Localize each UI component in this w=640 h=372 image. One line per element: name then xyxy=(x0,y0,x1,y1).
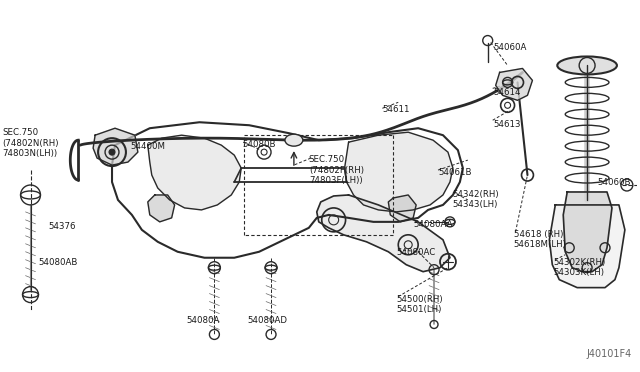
Ellipse shape xyxy=(285,134,303,146)
Circle shape xyxy=(109,149,115,155)
Text: J40101F4: J40101F4 xyxy=(587,349,632,359)
Text: 54080B: 54080B xyxy=(242,140,276,149)
Text: 54080AB: 54080AB xyxy=(38,258,78,267)
Text: 54500(RH)
54501(LH): 54500(RH) 54501(LH) xyxy=(396,295,443,314)
Polygon shape xyxy=(148,135,241,210)
Polygon shape xyxy=(563,192,612,272)
Polygon shape xyxy=(495,68,532,100)
Polygon shape xyxy=(148,195,175,222)
Text: 54061B: 54061B xyxy=(438,168,472,177)
Text: 54618 (RH)
54618M(LH): 54618 (RH) 54618M(LH) xyxy=(513,230,566,249)
Text: 54080A: 54080A xyxy=(186,315,220,324)
Text: 54080AC: 54080AC xyxy=(396,248,436,257)
Text: 54400M: 54400M xyxy=(130,142,165,151)
Text: 54614: 54614 xyxy=(493,89,521,97)
Text: 54613: 54613 xyxy=(493,120,521,129)
Text: 54080AA: 54080AA xyxy=(413,220,452,229)
Text: SEC.750
(74802F(RH)
74803F(LH)): SEC.750 (74802F(RH) 74803F(LH)) xyxy=(309,155,364,185)
Polygon shape xyxy=(317,195,450,272)
Text: 54060B: 54060B xyxy=(597,178,630,187)
Polygon shape xyxy=(388,195,416,222)
Text: 54611: 54611 xyxy=(382,105,410,114)
Text: SEC.750
(74802N(RH)
74803N(LH)): SEC.750 (74802N(RH) 74803N(LH)) xyxy=(3,128,59,158)
Text: 54342(RH)
54343(LH): 54342(RH) 54343(LH) xyxy=(452,190,499,209)
Polygon shape xyxy=(344,132,453,212)
Polygon shape xyxy=(549,205,625,288)
Text: 54302K(RH)
54303K(LH): 54302K(RH) 54303K(LH) xyxy=(554,258,605,277)
Polygon shape xyxy=(93,128,138,165)
Ellipse shape xyxy=(557,57,617,74)
Text: 54060A: 54060A xyxy=(493,42,527,52)
Text: 54080AD: 54080AD xyxy=(247,315,287,324)
Text: 54376: 54376 xyxy=(49,222,76,231)
